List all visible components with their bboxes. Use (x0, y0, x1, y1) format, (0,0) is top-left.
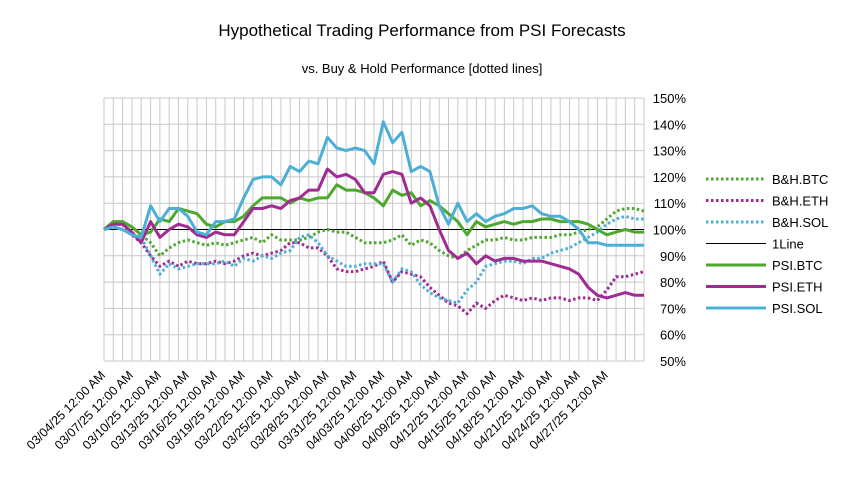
series-line-psi-sol (103, 120, 644, 247)
y-tick-label: 150% (653, 91, 687, 106)
legend-label: B&H.SOL (772, 215, 828, 230)
y-tick-label: 140% (653, 117, 687, 132)
series-line-b-h-btc (103, 207, 645, 260)
y-tick-label: 50% (660, 354, 686, 369)
y-tick-label: 60% (660, 328, 686, 343)
series-line-psi-btc (103, 183, 644, 237)
legend-label: 1Line (772, 237, 804, 252)
y-axis-ticks: 150% 140% 130% 120% 110% 100% 90% 80% 70% 60% 50% (653, 91, 687, 369)
series-line-psi-eth (103, 167, 644, 300)
y-tick-label: 130% (653, 144, 687, 159)
y-tick-label: 80% (660, 275, 686, 290)
series-line-b-h-eth (103, 222, 645, 316)
legend-label: B&H.BTC (772, 172, 828, 187)
chart-subtitle: vs. Buy & Hold Performance [dotted lines… (302, 61, 543, 76)
legend-label: B&H.ETH (772, 194, 828, 209)
legend-label: PSI.BTC (772, 258, 823, 273)
series-lines (103, 120, 645, 316)
y-tick-label: 110% (654, 196, 687, 211)
legend: B&H.BTC B&H.ETH B&H.SOL 1Line PSI.BTC PSI.ETH… (706, 172, 828, 316)
y-tick-label: 90% (660, 249, 686, 264)
y-tick-label: 100% (653, 223, 687, 238)
chart-title: Hypothetical Trading Performance from PS… (218, 21, 625, 40)
y-tick-label: 70% (660, 301, 686, 316)
legend-label: PSI.SOL (772, 301, 823, 316)
y-tick-label: 120% (653, 170, 687, 185)
legend-label: PSI.ETH (772, 280, 823, 295)
series-line-b-h-sol (103, 214, 644, 305)
